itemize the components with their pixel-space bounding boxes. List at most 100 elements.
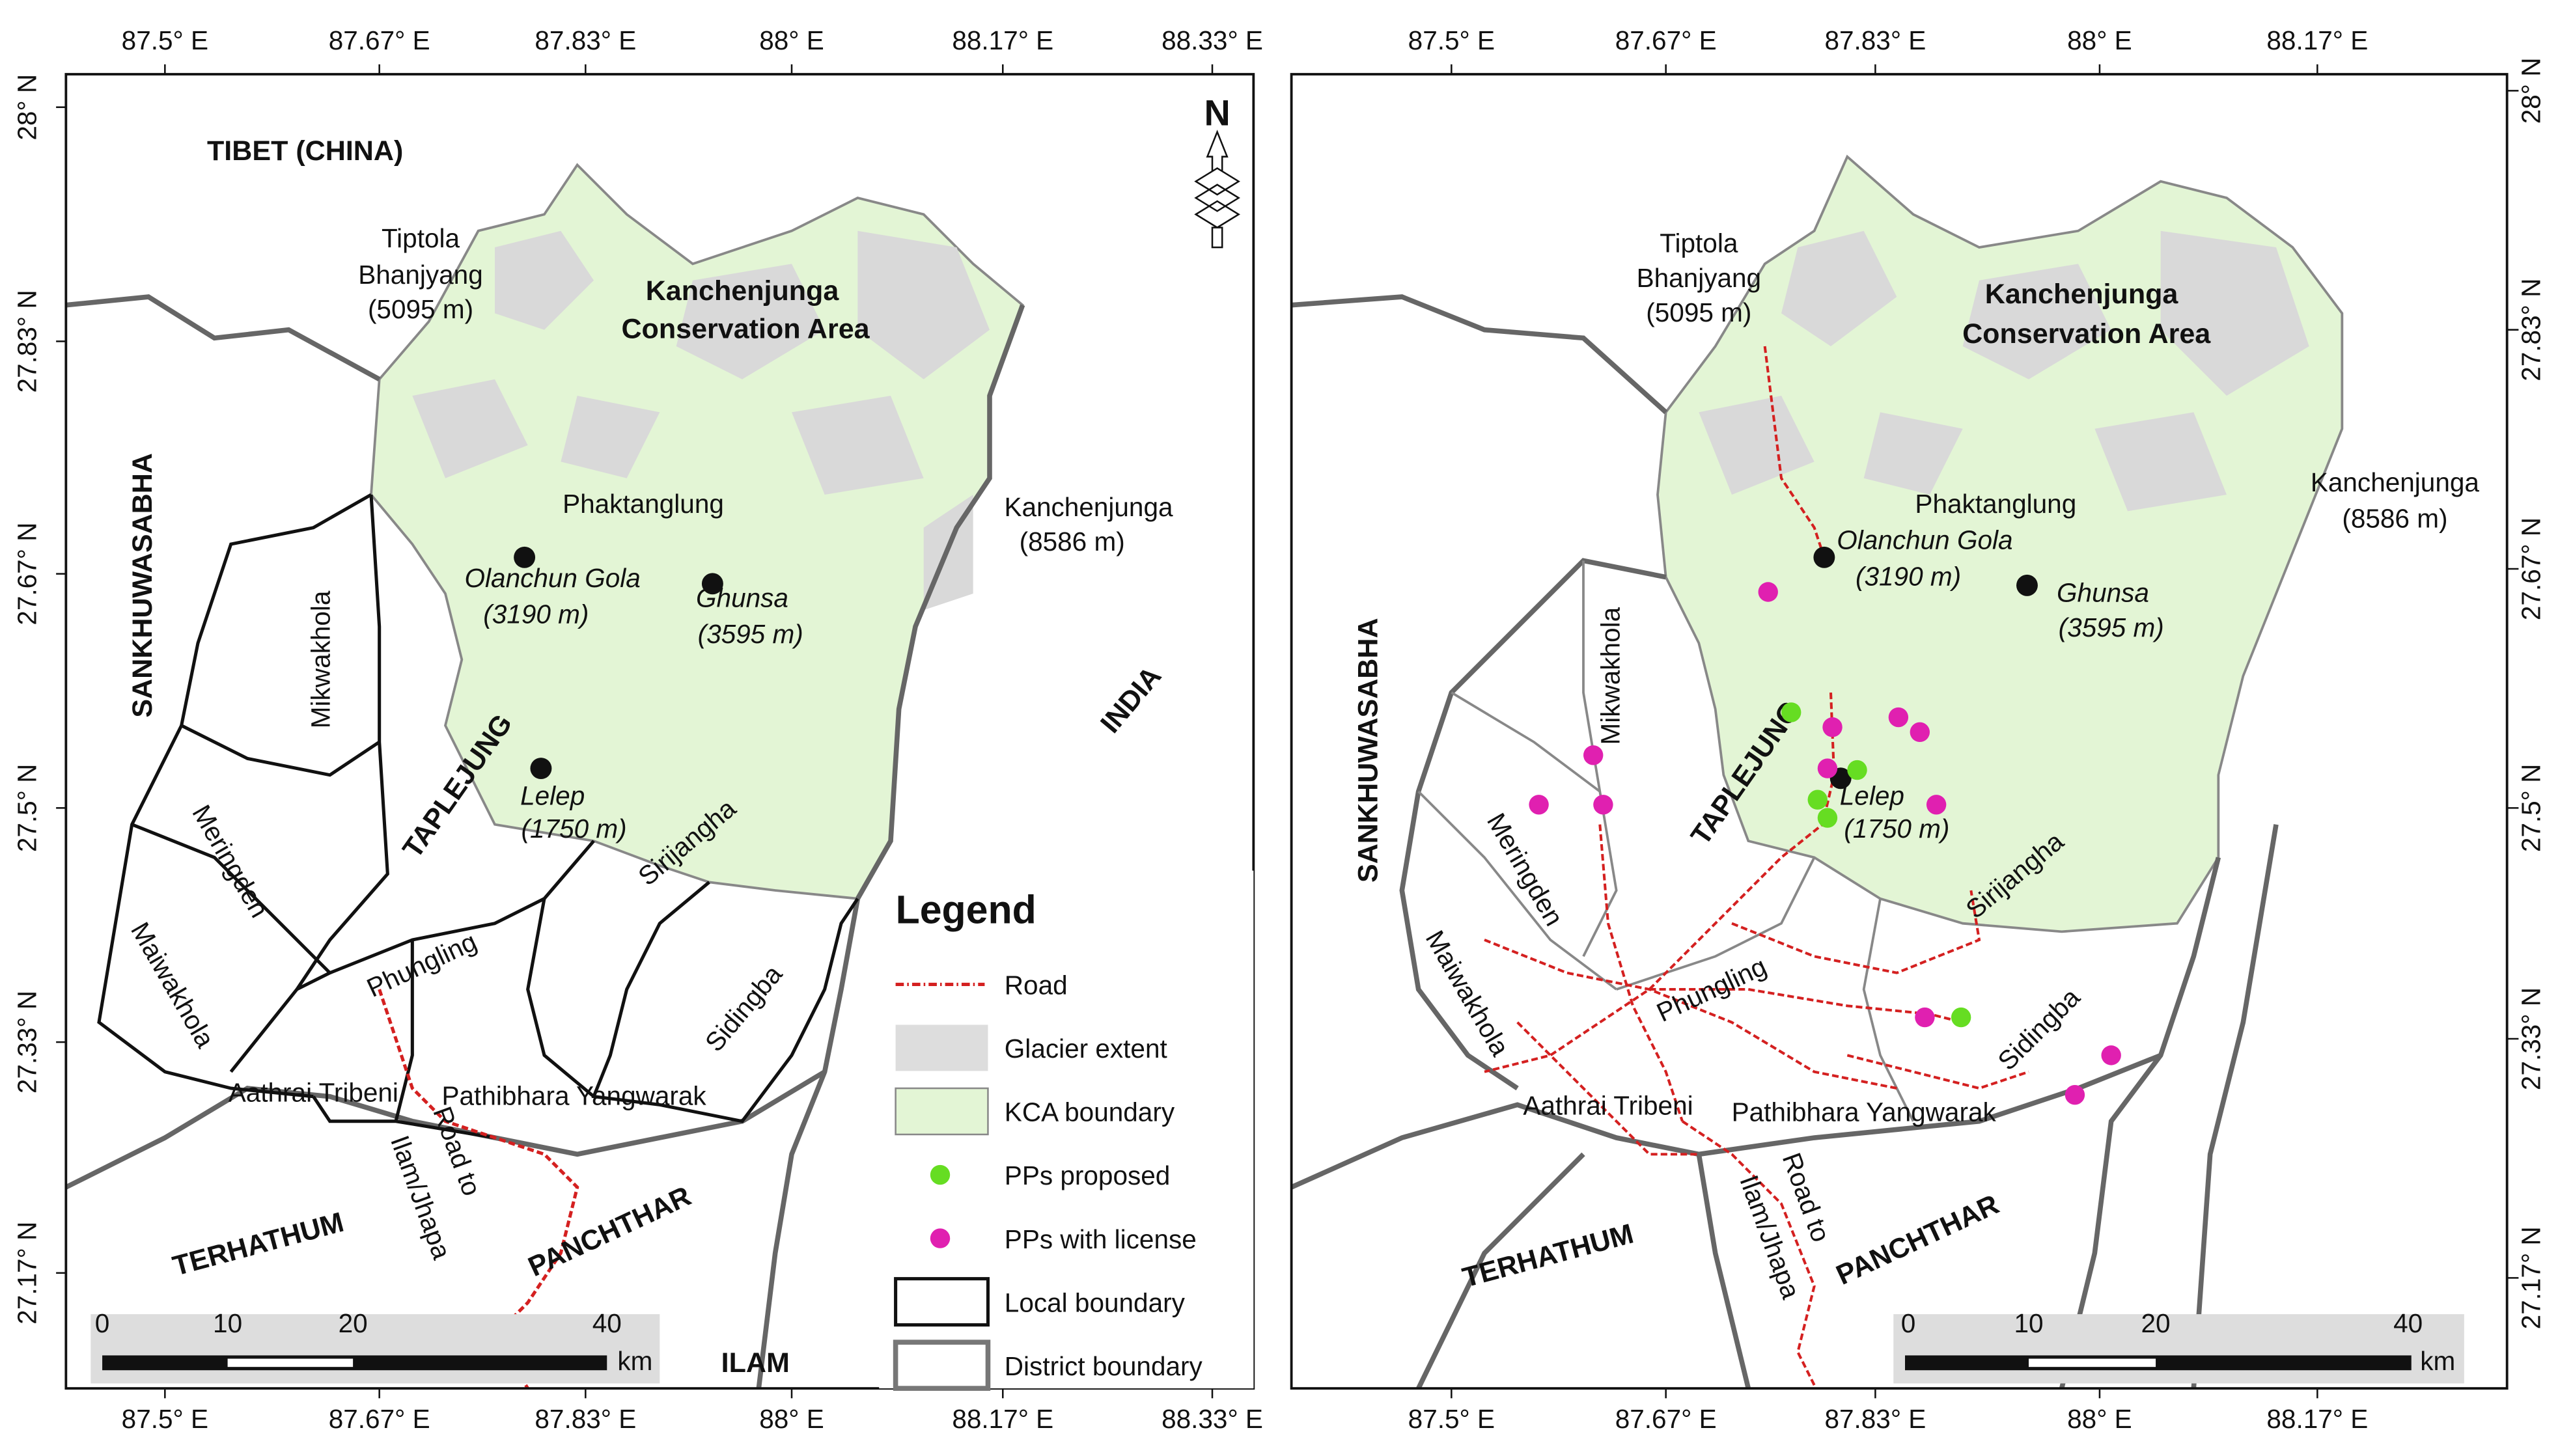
place-label: Kanchenjunga (646, 275, 840, 307)
pp-proposed (1817, 808, 1838, 828)
legend-item: KCA boundary (895, 1087, 1175, 1136)
pp-license (1593, 795, 1613, 815)
scale-label: 10 (2014, 1308, 2043, 1338)
pp-license (1926, 795, 1947, 815)
legend-label: KCA boundary (1005, 1097, 1175, 1127)
place-label: Mikwakhola (306, 590, 336, 728)
place-label: (3190 m) (483, 599, 589, 629)
top-tick-label: 88° E (759, 25, 824, 55)
place-label: Olanchun Gola (1837, 525, 2012, 555)
place-label: (5095 m) (368, 294, 473, 324)
place-label: Kanchenjunga (2311, 467, 2480, 497)
scale-label: 10 (213, 1308, 242, 1338)
scale-bar-bg (90, 1314, 660, 1384)
legend-item: Local boundary (894, 1277, 1186, 1327)
settlement (701, 573, 723, 595)
place-label: Lelep (1840, 780, 1904, 810)
legend-pp-license (930, 1228, 951, 1248)
place-label: Aathrai Tribeni (229, 1077, 398, 1107)
pp-license (1822, 717, 1843, 737)
pp-license (2065, 1084, 2085, 1105)
pp-license (1915, 1007, 1935, 1028)
legend-label: Road (1005, 970, 1068, 1000)
scale-label: 20 (2141, 1308, 2171, 1338)
scale-bar (102, 1355, 607, 1371)
side-tick-label: 27.83° N (12, 290, 42, 392)
place-label: (3190 m) (1856, 561, 1961, 591)
roads (1484, 346, 2029, 1386)
bottom-tick-label: 87.67° E (329, 1404, 430, 1434)
place-label: Conservation Area (621, 313, 870, 344)
legend-kca (895, 1087, 989, 1136)
left-map-base (66, 163, 1254, 1389)
right-map-frame (1290, 73, 2509, 1390)
place-label: Kanchenjunga (1985, 279, 2179, 310)
legend-glacier (895, 1024, 988, 1071)
settlement (2016, 574, 2038, 596)
pp-license (1583, 745, 1604, 765)
pp-license (1817, 758, 1838, 778)
legend-label: PPs with license (1005, 1224, 1197, 1254)
place-label: (8586 m) (2342, 504, 2447, 534)
legend-item: PPs with license (930, 1224, 1197, 1254)
place-label: Phaktanglung (1915, 489, 2076, 519)
top-tick-label: 87.83° E (1824, 25, 1926, 55)
legend-item: Glacier extent (895, 1024, 1167, 1071)
scale-label: 40 (2393, 1308, 2423, 1338)
place-label: Lelep (520, 780, 585, 810)
place-label: Olanchun Gola (465, 563, 641, 593)
legend: Legend Road Glacier extent KCA boundary PPs… (879, 870, 1254, 1391)
pp-license (1758, 582, 1778, 602)
side-tick-label: 27.5° N (2516, 764, 2546, 853)
bottom-tick-label: 87.5° E (122, 1404, 208, 1434)
pp-proposed (1807, 790, 1828, 810)
top-tick-label: 87.83° E (535, 25, 636, 55)
legend-pp-proposed (930, 1164, 951, 1185)
place-label: Tiptola (1660, 228, 1738, 258)
top-tick-label: 88° E (2067, 25, 2132, 55)
scale-bar-segment (2029, 1358, 2156, 1367)
place-label: (1750 m) (522, 814, 627, 844)
scale-unit: km (617, 1346, 652, 1376)
place-label: ILAM (721, 1347, 790, 1379)
bottom-tick-label: 88.17° E (2266, 1404, 2368, 1434)
place-label: (3595 m) (698, 619, 803, 649)
place-label: Mikwakhola (1596, 607, 1626, 745)
bottom-tick-label: 87.67° E (1615, 1404, 1717, 1434)
settlement (530, 758, 552, 780)
top-tick-label: 87.67° E (329, 25, 430, 55)
place-label: Aathrai Tribeni (1523, 1091, 1693, 1121)
legend-local (894, 1277, 990, 1327)
settlement (514, 546, 536, 568)
local-boundaries (97, 493, 859, 1140)
legend-item: PPs proposed (930, 1161, 1170, 1190)
bottom-tick-label: 87.83° E (535, 1404, 636, 1434)
legend-label: Local boundary (1005, 1287, 1186, 1317)
pp-license (2101, 1045, 2121, 1065)
side-tick-label: 27.33° N (12, 991, 42, 1093)
top-tick-label: 87.5° E (122, 25, 208, 55)
scale-label: 0 (95, 1308, 110, 1338)
bottom-tick-label: 87.5° E (1408, 1404, 1495, 1434)
place-label: Ghunsa (2057, 578, 2149, 608)
pp-license (1888, 707, 1909, 728)
top-tick-label: 88.17° E (2266, 25, 2368, 55)
north-arrow: N (1194, 93, 1240, 249)
side-tick-label: 27.67° N (12, 523, 42, 625)
top-tick-label: 88.33° E (1161, 25, 1263, 55)
bottom-tick-label: 88.17° E (952, 1404, 1053, 1434)
legend-item: District boundary (893, 1339, 1203, 1391)
side-tick-label: 28° N (2516, 57, 2546, 124)
place-label: SANKHUWASABHA (1352, 618, 1384, 883)
side-tick-label: 27.5° N (12, 764, 42, 853)
legend-label: District boundary (1005, 1351, 1203, 1381)
side-tick-label: 27.17° N (2516, 1226, 2546, 1329)
side-tick-label: 27.33° N (2516, 987, 2546, 1090)
north-label: N (1204, 93, 1230, 133)
legend-district (893, 1339, 991, 1391)
place-label: (8586 m) (1020, 527, 1125, 556)
place-label: Conservation Area (1962, 318, 2211, 350)
right-map-base (1291, 154, 2344, 1389)
scale-bar-segment (227, 1358, 354, 1367)
